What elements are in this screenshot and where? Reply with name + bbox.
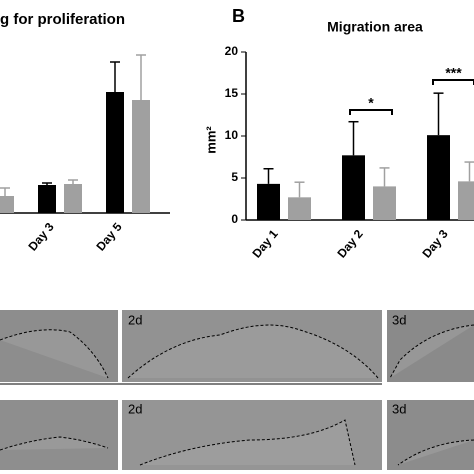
panel-label: 2d xyxy=(128,401,142,416)
bar xyxy=(342,155,365,220)
micrograph xyxy=(0,400,118,470)
bar xyxy=(458,181,474,220)
chart-title: Migration area xyxy=(327,19,423,35)
panel-label: 3d xyxy=(392,312,406,327)
chart-title: g for proliferation xyxy=(0,11,125,28)
y-tick-label: 20 xyxy=(225,44,239,58)
bar xyxy=(132,100,150,213)
bar xyxy=(106,92,124,213)
y-tick-label: 0 xyxy=(231,212,238,226)
y-tick-label: 5 xyxy=(231,170,238,184)
x-tick-label: Day 5 xyxy=(93,220,125,254)
annotation: * xyxy=(368,95,374,111)
bar xyxy=(427,135,450,220)
annotation: *** xyxy=(445,65,462,81)
y-tick-label: 10 xyxy=(225,128,239,142)
migration-outline xyxy=(139,419,356,466)
x-tick-label: Day 3 xyxy=(25,220,57,254)
panel-label: 3d xyxy=(392,401,406,416)
migration-outline xyxy=(397,439,474,466)
bar xyxy=(288,197,311,220)
y-tick-label: 15 xyxy=(225,86,239,100)
panel-label: 2d xyxy=(128,312,142,327)
y-axis-label: mm² xyxy=(203,126,218,154)
bar xyxy=(257,183,280,220)
bar xyxy=(64,184,82,213)
micrograph xyxy=(122,400,382,470)
x-tick-label: Day 2 xyxy=(334,227,366,261)
micrograph xyxy=(387,310,474,382)
migration-outline xyxy=(127,324,379,379)
significance-bracket xyxy=(349,109,393,115)
migration-outline xyxy=(0,329,109,379)
x-tick-label: Day 1 xyxy=(249,227,281,261)
micrograph xyxy=(0,310,118,382)
micrograph xyxy=(387,400,474,470)
panel-label: B xyxy=(232,6,245,26)
bar xyxy=(373,186,396,220)
significance-bracket xyxy=(432,79,474,85)
migration-outline xyxy=(0,436,109,451)
migration-outline xyxy=(389,324,474,379)
bar xyxy=(38,185,56,213)
micrographs: 2d 3d 2d 3d xyxy=(0,310,474,470)
bar xyxy=(0,196,14,213)
x-tick-label: Day 3 xyxy=(419,227,451,261)
